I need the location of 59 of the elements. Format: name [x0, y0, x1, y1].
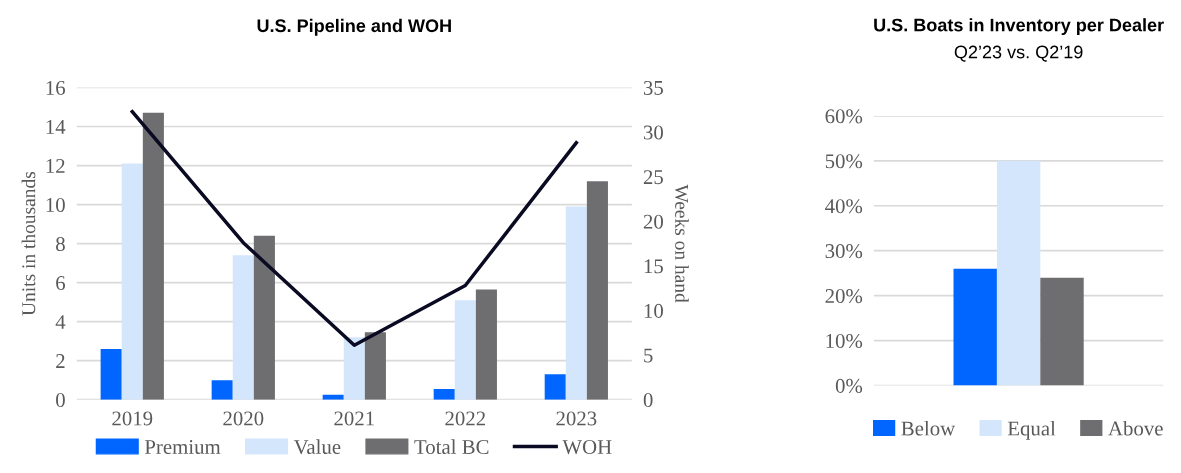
y-tick-label: 0: [56, 393, 65, 408]
line-series: [130, 109, 579, 348]
bar: [211, 380, 233, 400]
y-tick-label: 0%: [835, 378, 863, 393]
y-tick-label: 2: [56, 354, 65, 368]
bar: [586, 181, 608, 400]
y-tick-label: 20%: [825, 289, 863, 304]
chart-title: U.S. Pipeline and WOH: [257, 18, 451, 36]
y-tick-label: 10: [46, 197, 65, 213]
y2-tick-label: 25: [643, 170, 663, 185]
x-tick-label: 2021: [334, 411, 374, 426]
bar: [253, 235, 275, 400]
x-tick-label: 2023: [556, 411, 597, 426]
y-tick-label: 8: [56, 236, 65, 252]
bar: [142, 112, 164, 400]
y-axis-title: Units in thousands: [21, 171, 36, 316]
y2-tick-label: 35: [643, 80, 663, 95]
bar: [121, 163, 143, 400]
y-tick-label: 16: [46, 80, 66, 95]
y-tick-label: 60%: [825, 109, 863, 124]
bar: [565, 206, 587, 400]
bar: [100, 348, 122, 400]
legend-label: Premium: [144, 440, 221, 455]
bar: [996, 160, 1041, 386]
y2-tick-label: 5: [644, 348, 653, 363]
bar: [433, 388, 455, 400]
y2-tick-label: 15: [644, 259, 663, 274]
chart-subtitle: Q2’23 vs. Q2’19: [954, 45, 1083, 62]
bar: [364, 332, 386, 400]
legend-label: Value: [293, 439, 341, 455]
legend-label: WOH: [562, 440, 612, 455]
legend-label: Below: [901, 420, 956, 436]
y-tick-label: 14: [46, 120, 66, 134]
bar: [343, 337, 365, 400]
x-tick-label: 2019: [112, 411, 153, 426]
bar: [232, 255, 254, 400]
x-tick-label: 2022: [445, 411, 485, 426]
y2-tick-label: 0: [643, 393, 653, 408]
legend-label: Total BC: [414, 439, 489, 455]
bar: [454, 300, 476, 400]
bar: [1040, 277, 1084, 386]
legend-label: Above: [1108, 420, 1163, 436]
y-tick-label: 30%: [825, 244, 863, 259]
y2-axis-title: Weeks on hand: [674, 184, 689, 303]
y-tick-label: 50%: [825, 154, 863, 169]
x-tick-label: 2020: [223, 411, 264, 426]
y-tick-label: 40%: [825, 199, 863, 214]
y2-tick-label: 20: [643, 214, 663, 229]
y2-tick-label: 30: [643, 125, 663, 140]
y-tick-label: 6: [56, 276, 66, 291]
legend-label: Equal: [1007, 420, 1056, 440]
y-tick-label: 10%: [826, 333, 863, 349]
y2-tick-label: 10: [644, 303, 663, 318]
bar: [953, 268, 997, 386]
bar: [544, 374, 566, 400]
y-tick-label: 4: [55, 315, 66, 329]
chart-title: U.S. Boats in Inventory per Dealer: [874, 18, 1164, 35]
y-tick-label: 12: [46, 158, 65, 173]
bar: [475, 289, 497, 400]
